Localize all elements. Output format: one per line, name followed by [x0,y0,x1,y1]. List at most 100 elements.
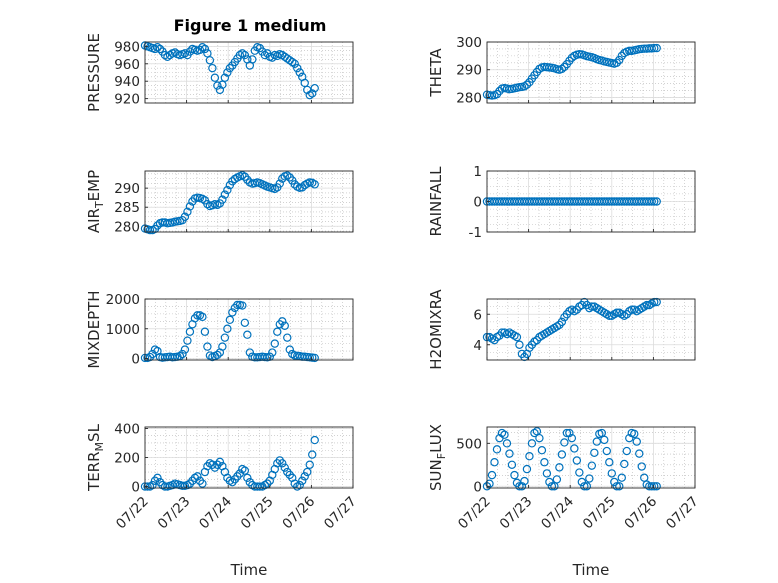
y-axis-label: SUNFLUX [427,424,448,491]
axes-box [486,426,696,489]
data-point [278,459,287,468]
y-axis-label: MIXDEPTH [85,290,103,368]
y-tick-label: 980 [114,39,140,55]
data-point [200,327,210,336]
data-point [205,56,215,65]
data-point [308,89,317,98]
data-point [642,300,651,310]
data-point [178,481,187,491]
data-point [602,446,612,456]
data-point [195,45,205,55]
data-point [570,444,579,453]
y-tick-label: 1000 [106,322,140,338]
data-point [305,460,314,469]
data-point [600,435,609,445]
data-point [305,90,314,100]
data-point [300,472,309,481]
data-point [505,449,514,458]
y-tick-label: 0 [131,480,140,496]
data-point [652,43,661,53]
data-point [582,482,592,491]
data-point [210,73,220,82]
y-tick-label: 290 [456,63,482,79]
axes-box [486,41,696,104]
data-point [577,477,587,487]
data-point [615,482,624,491]
data-point [245,348,255,357]
data-point [585,474,594,483]
data-point [243,330,252,339]
data-point [288,57,297,67]
data-point [605,458,614,467]
data-point [198,479,207,488]
data-point [218,342,227,351]
data-point [520,82,529,91]
y-axis-label: TERRMSL [85,423,106,492]
data-point [185,327,195,336]
data-point [527,439,537,448]
data-point [213,81,222,90]
y-tick-label: 0 [473,195,482,211]
y-axis-label: PRESSURE [85,33,103,112]
data-point [630,429,639,439]
data-point [530,428,539,438]
data-point [180,212,190,221]
data-point [492,445,502,454]
axes-box [144,170,354,233]
data-point [545,477,554,487]
data-point [547,482,557,491]
data-point [647,482,656,491]
data-point [223,185,232,195]
y-tick-label: 280 [456,90,482,106]
y-tick-label: 285 [114,200,140,216]
data-point [490,458,499,467]
data-point [552,475,562,484]
y-tick-label: 300 [456,35,482,51]
data-point [650,297,659,307]
data-point [557,64,567,74]
data-point [200,44,210,54]
data-point [612,308,621,317]
data-point [280,321,289,330]
data-point [240,466,250,475]
data-point [650,482,659,491]
data-point [248,55,257,64]
data-point [193,311,202,320]
data-point [238,301,247,310]
y-tick-label: -1 [469,225,482,241]
data-point [512,332,522,342]
data-point [280,463,289,472]
data-point [650,197,659,206]
data-point [487,470,497,480]
y-tick-label: 0 [131,352,140,368]
data-point [215,85,225,95]
data-point [557,317,567,327]
data-point [220,190,230,199]
data-point [605,311,614,320]
y-tick-label: 2000 [106,292,140,308]
x-axis-label: Time [572,561,610,579]
data-point [652,197,661,206]
data-point [520,476,529,486]
data-point [632,437,641,446]
y-tick-label: 6 [473,307,482,323]
data-point [522,80,532,89]
y-axis-label: RAINFALL [427,166,445,237]
data-point [557,450,567,459]
data-point [647,197,656,206]
data-point [500,430,509,439]
data-point [510,470,519,480]
subplot-theta: 280 290 300 THETA [427,35,696,106]
data-point [587,461,597,470]
y-axis-label: THETA [427,48,445,98]
y-tick-label: 500 [456,436,482,452]
data-point [615,55,624,65]
data-point [652,297,661,307]
data-point [218,195,227,204]
data-point [560,438,569,447]
x-axis-label: Time [230,561,268,579]
data-point [285,345,294,354]
data-point [637,462,646,471]
data-point [522,464,532,474]
